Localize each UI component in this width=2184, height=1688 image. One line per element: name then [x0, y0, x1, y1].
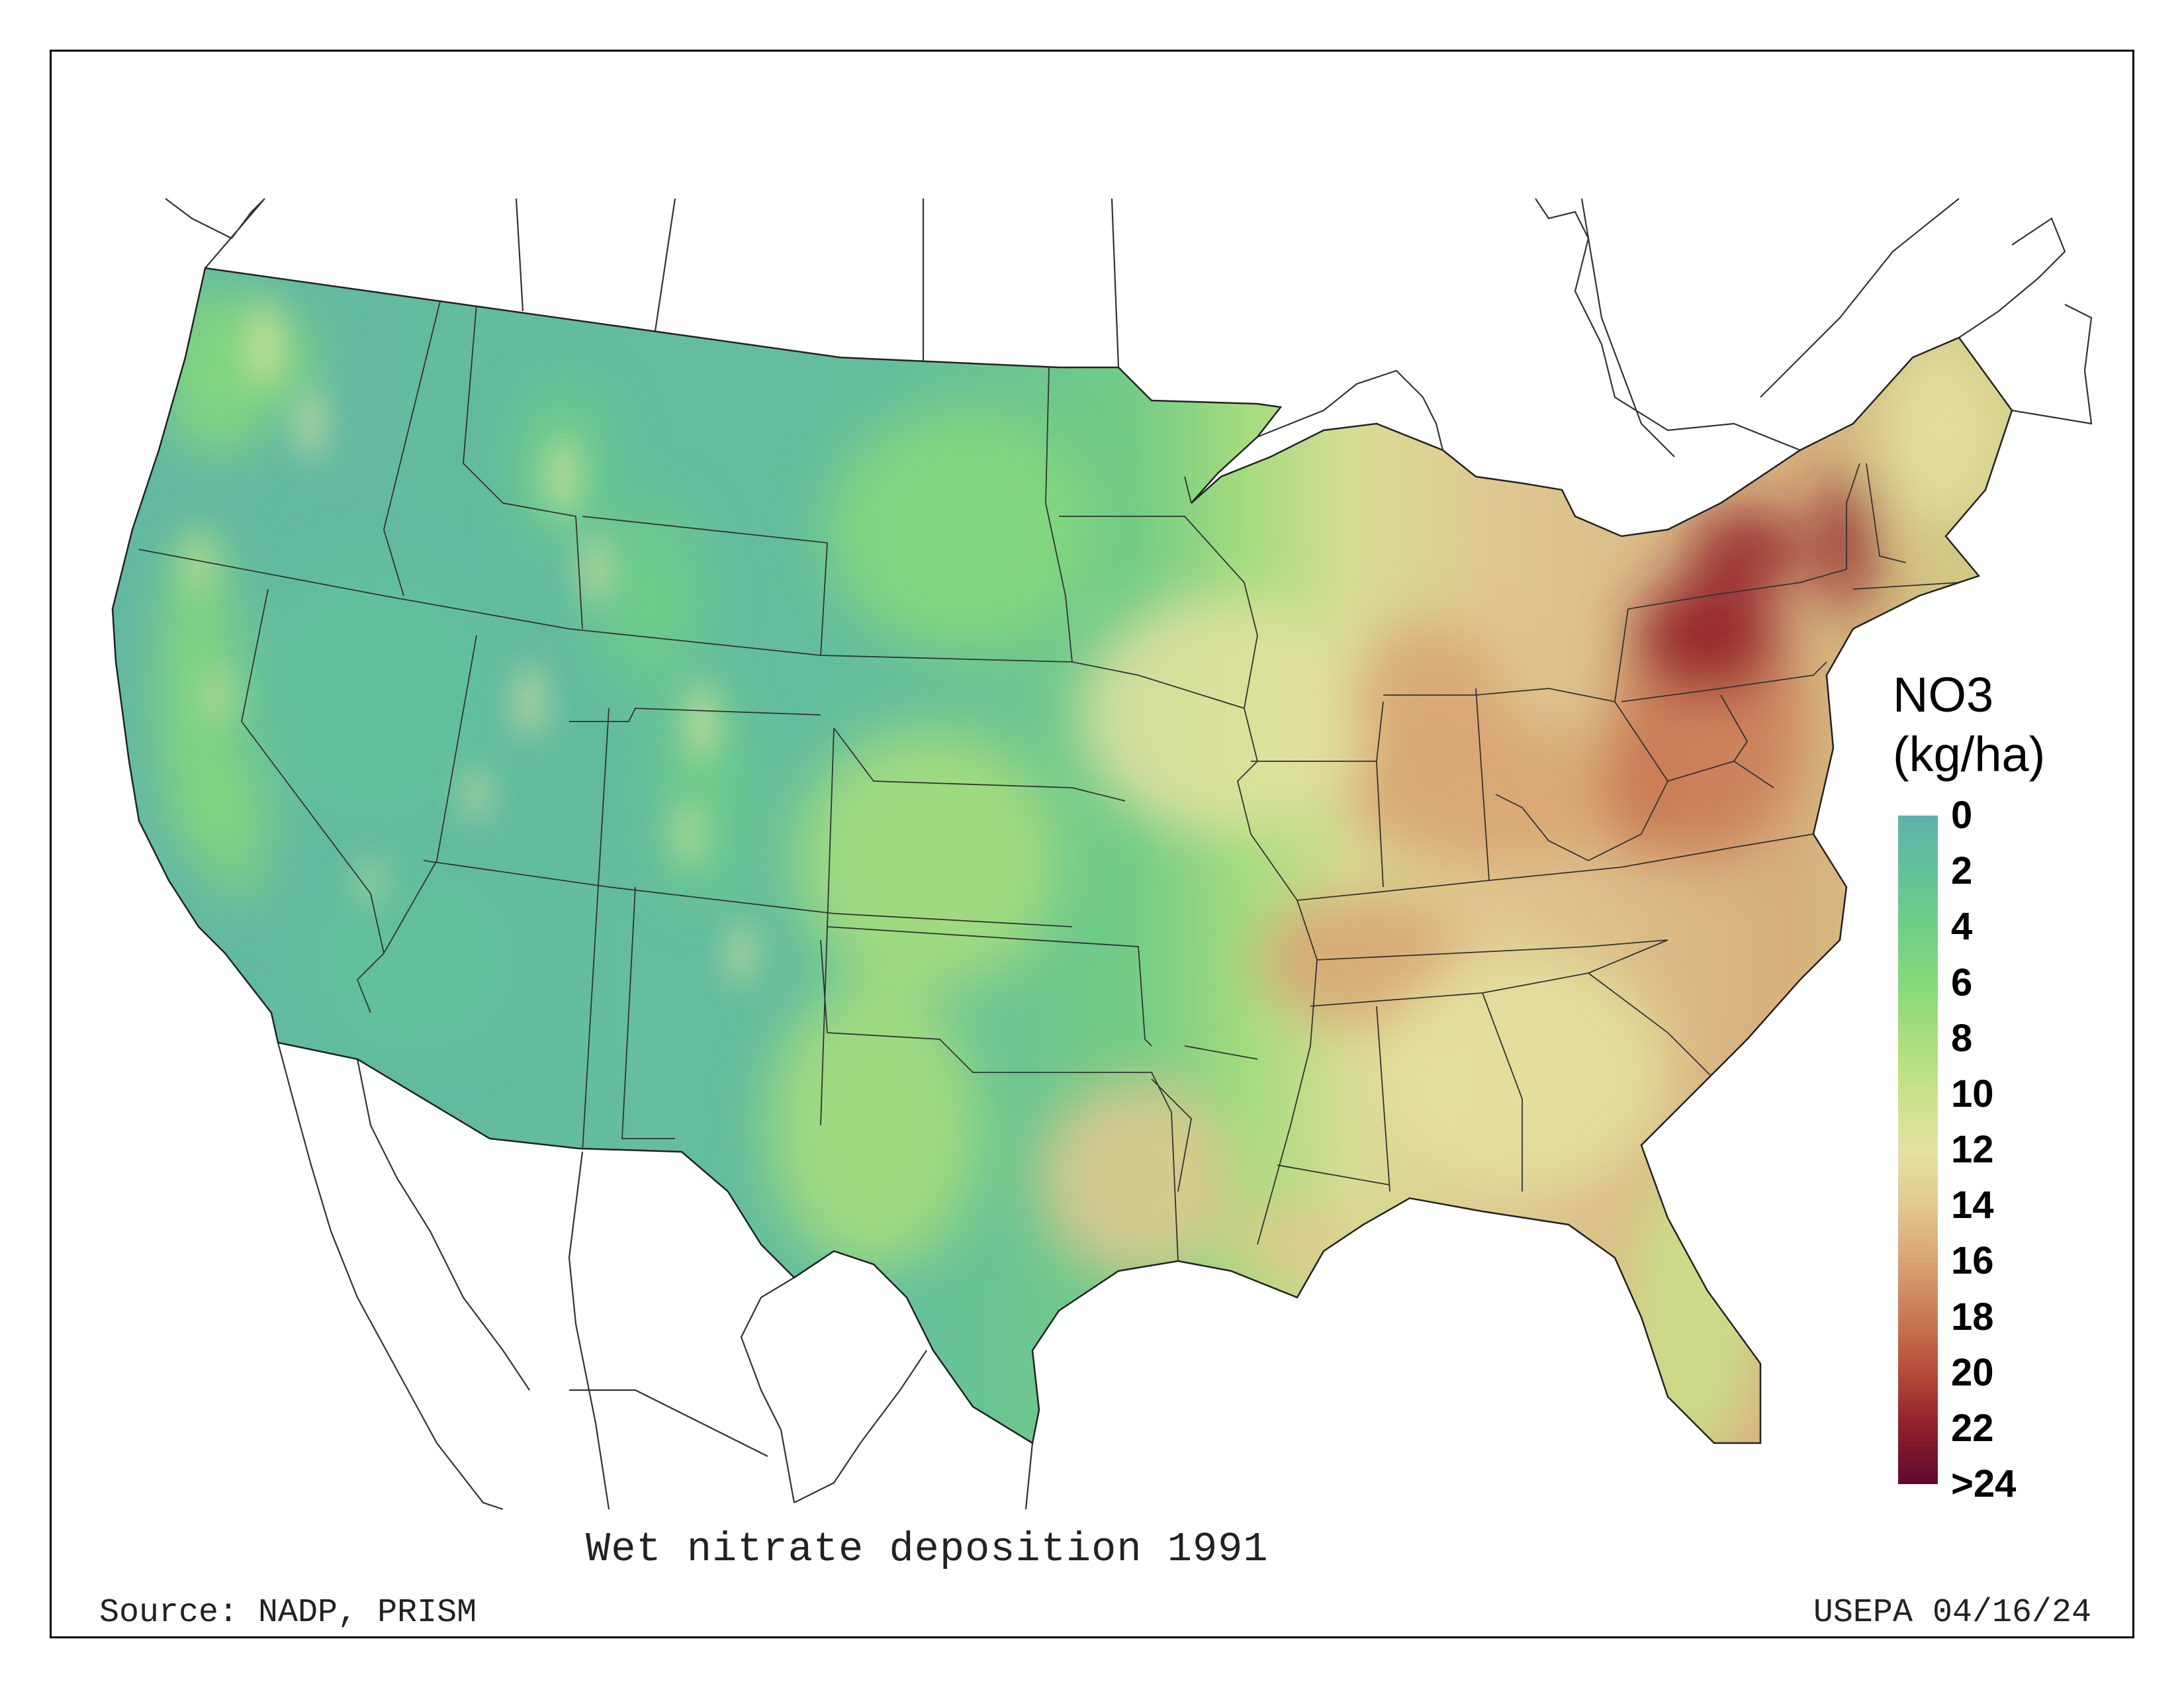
- mountain-streak: [209, 667, 228, 723]
- mountain-streak: [299, 388, 323, 459]
- region-california: [212, 748, 265, 907]
- deposition-field: [113, 268, 2012, 1443]
- region-great-basin: [251, 563, 490, 827]
- mountain-streak: [678, 802, 699, 866]
- mountain-streak: [518, 666, 541, 737]
- legend-tick-label: 8: [1951, 1016, 1973, 1060]
- neighbor-outlines: [165, 198, 2093, 1511]
- legend-tick-label: 12: [1951, 1128, 1994, 1171]
- mountain-streaks: [188, 301, 752, 985]
- source-credit: Source: NADP, PRISM: [99, 1594, 477, 1632]
- legend-tick-label: 20: [1951, 1350, 1994, 1394]
- region-northern-plains: [827, 410, 1092, 649]
- region-midwest: [1079, 596, 1370, 834]
- canada-outline: [165, 198, 2093, 457]
- mountain-streak: [363, 857, 379, 904]
- colorbar-ramp: [1898, 816, 1938, 1484]
- region-mid-atlantic: [1602, 702, 1681, 861]
- mountain-streak: [250, 301, 279, 388]
- region-new-york-pennsylvania: [1688, 510, 1807, 589]
- deposition-blobs: [159, 285, 1999, 1443]
- mountain-streak: [188, 531, 209, 594]
- region-southern-plains: [794, 728, 1059, 993]
- legend-tick-label: 10: [1951, 1072, 1994, 1115]
- legend-title-units: (kg/ha): [1893, 727, 2046, 782]
- region-new-england: [1880, 338, 1999, 523]
- mountain-streak: [688, 682, 715, 761]
- legend-tick-label: 2: [1951, 849, 1973, 893]
- legend-tick-label: >24: [1951, 1462, 2017, 1505]
- region-rocky-mountains: [596, 503, 702, 688]
- legend-tick-label: 0: [1951, 794, 1973, 837]
- legend-tick-label: 4: [1951, 905, 1973, 949]
- region-new-york-pennsylvania: [1635, 576, 1780, 695]
- legend-title-no3: NO3: [1893, 667, 1994, 722]
- region-great-basin: [304, 861, 516, 1059]
- legend-tick-label: 6: [1951, 961, 1973, 1004]
- map-title: Wet nitrate deposition 1991: [586, 1526, 1269, 1573]
- region-southeast: [1377, 953, 1668, 1192]
- legend-tick-label: 18: [1951, 1295, 1994, 1338]
- map-frame: [50, 50, 2134, 1638]
- mountain-streak: [584, 534, 608, 605]
- state-boundaries: [138, 301, 1960, 1262]
- legend-colorbar: [1898, 816, 1938, 1484]
- legend-tick-label: 22: [1951, 1406, 1994, 1450]
- legend-tick-label: 14: [1951, 1184, 1994, 1227]
- region-gulf-coast: [1039, 1079, 1238, 1278]
- legend-title: NO3 (kg/ha): [1893, 665, 2045, 784]
- mountain-streak: [549, 437, 576, 516]
- mountain-streak: [467, 767, 486, 822]
- region-ohio-valley: [1350, 622, 1509, 781]
- region-florida: [1628, 1165, 1760, 1443]
- region-gulf-coast: [1231, 1205, 1363, 1284]
- mountain-streak: [731, 921, 752, 985]
- legend-tick-label: 16: [1951, 1239, 1994, 1283]
- region-texas: [768, 980, 979, 1271]
- agency-date-stamp: USEPA 04/16/24: [1813, 1594, 2091, 1632]
